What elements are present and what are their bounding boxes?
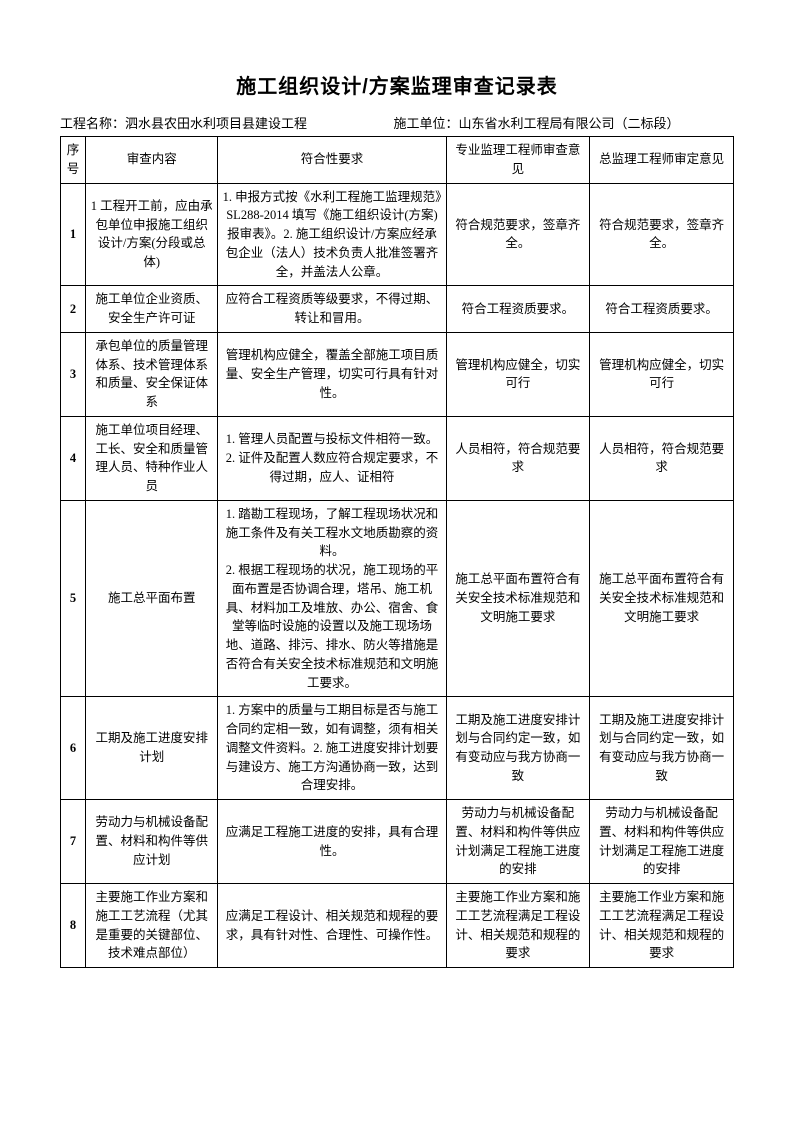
cell-req: 1. 踏勘工程现场，了解工程现场状况和施工条件及有关工程水文地质勘察的资料。 2…	[218, 500, 446, 697]
cell-item: 工期及施工进度安排计划	[86, 697, 218, 800]
cell-op1: 管理机构应健全，切实可行	[446, 332, 590, 416]
cell-op1: 劳动力与机械设备配置、材料和构件等供应计划满足工程施工进度的安排	[446, 800, 590, 884]
cell-item: 主要施工作业方案和施工工艺流程（尤其是重要的关键部位、技术难点部位）	[86, 884, 218, 968]
cell-req: 1. 方案中的质量与工期目标是否与施工合同约定相一致，如有调整，须有相关调整文件…	[218, 697, 446, 800]
cell-op2: 人员相符，符合规范要求	[590, 416, 734, 500]
col-op2: 总监理工程师审定意见	[590, 137, 734, 184]
cell-op1: 符合规范要求，签章齐全。	[446, 183, 590, 286]
cell-req: 应满足工程施工进度的安排，具有合理性。	[218, 800, 446, 884]
cell-item: 承包单位的质量管理体系、技术管理体系和质量、安全保证体系	[86, 332, 218, 416]
cell-item: 1 工程开工前，应由承包单位申报施工组织设计/方案(分段或总体)	[86, 183, 218, 286]
review-table: 序号 审查内容 符合性要求 专业监理工程师审查意见 总监理工程师审定意见 11 …	[60, 136, 734, 968]
col-item: 审查内容	[86, 137, 218, 184]
project-label: 工程名称：	[60, 116, 125, 131]
col-seq: 序号	[61, 137, 86, 184]
cell-item: 劳动力与机械设备配置、材料和构件等供应计划	[86, 800, 218, 884]
cell-op1: 人员相符，符合规范要求	[446, 416, 590, 500]
cell-seq: 6	[61, 697, 86, 800]
cell-seq: 5	[61, 500, 86, 697]
cell-req: 1. 管理人员配置与投标文件相符一致。 2. 证件及配置人数应符合规定要求，不得…	[218, 416, 446, 500]
cell-req: 应满足工程设计、相关规范和规程的要求，具有针对性、合理性、可操作性。	[218, 884, 446, 968]
cell-seq: 4	[61, 416, 86, 500]
unit-label: 施工单位：	[394, 116, 459, 131]
table-row: 6工期及施工进度安排计划1. 方案中的质量与工期目标是否与施工合同约定相一致，如…	[61, 697, 734, 800]
table-row: 2施工单位企业资质、安全生产许可证应符合工程资质等级要求，不得过期、转让和冒用。…	[61, 286, 734, 333]
cell-seq: 2	[61, 286, 86, 333]
cell-seq: 8	[61, 884, 86, 968]
table-row: 5施工总平面布置1. 踏勘工程现场，了解工程现场状况和施工条件及有关工程水文地质…	[61, 500, 734, 697]
table-header-row: 序号 审查内容 符合性要求 专业监理工程师审查意见 总监理工程师审定意见	[61, 137, 734, 184]
cell-op2: 工期及施工进度安排计划与合同约定一致，如有变动应与我方协商一致	[590, 697, 734, 800]
col-req: 符合性要求	[218, 137, 446, 184]
cell-item: 施工总平面布置	[86, 500, 218, 697]
cell-req: 应符合工程资质等级要求，不得过期、转让和冒用。	[218, 286, 446, 333]
cell-op1: 施工总平面布置符合有关安全技术标准规范和文明施工要求	[446, 500, 590, 697]
table-row: 3承包单位的质量管理体系、技术管理体系和质量、安全保证体系管理机构应健全，覆盖全…	[61, 332, 734, 416]
table-row: 11 工程开工前，应由承包单位申报施工组织设计/方案(分段或总体)1. 申报方式…	[61, 183, 734, 286]
cell-op2: 劳动力与机械设备配置、材料和构件等供应计划满足工程施工进度的安排	[590, 800, 734, 884]
cell-op2: 符合规范要求，签章齐全。	[590, 183, 734, 286]
cell-op1: 主要施工作业方案和施工工艺流程满足工程设计、相关规范和规程的要求	[446, 884, 590, 968]
cell-op2: 符合工程资质要求。	[590, 286, 734, 333]
col-op1: 专业监理工程师审查意见	[446, 137, 590, 184]
cell-op1: 工期及施工进度安排计划与合同约定一致，如有变动应与我方协商一致	[446, 697, 590, 800]
unit-value: 山东省水利工程局有限公司（二标段）	[459, 116, 680, 131]
cell-seq: 1	[61, 183, 86, 286]
table-row: 4施工单位项目经理、工长、安全和质量管理人员、特种作业人员1. 管理人员配置与投…	[61, 416, 734, 500]
cell-seq: 3	[61, 332, 86, 416]
cell-seq: 7	[61, 800, 86, 884]
cell-op2: 管理机构应健全，切实可行	[590, 332, 734, 416]
cell-item: 施工单位项目经理、工长、安全和质量管理人员、特种作业人员	[86, 416, 218, 500]
page-title: 施工组织设计/方案监理审查记录表	[60, 70, 734, 99]
cell-op2: 施工总平面布置符合有关安全技术标准规范和文明施工要求	[590, 500, 734, 697]
cell-op2: 主要施工作业方案和施工工艺流程满足工程设计、相关规范和规程的要求	[590, 884, 734, 968]
cell-op1: 符合工程资质要求。	[446, 286, 590, 333]
table-row: 7劳动力与机械设备配置、材料和构件等供应计划应满足工程施工进度的安排，具有合理性…	[61, 800, 734, 884]
table-row: 8主要施工作业方案和施工工艺流程（尤其是重要的关键部位、技术难点部位）应满足工程…	[61, 884, 734, 968]
meta-row: 工程名称：泗水县农田水利项目县建设工程 施工单位：山东省水利工程局有限公司（二标…	[60, 113, 734, 132]
cell-req: 1. 申报方式按《水利工程施工监理规范》SL288-2014 填写《施工组织设计…	[218, 183, 446, 286]
project-value: 泗水县农田水利项目县建设工程	[125, 116, 307, 131]
cell-req: 管理机构应健全，覆盖全部施工项目质量、安全生产管理，切实可行具有针对性。	[218, 332, 446, 416]
cell-item: 施工单位企业资质、安全生产许可证	[86, 286, 218, 333]
